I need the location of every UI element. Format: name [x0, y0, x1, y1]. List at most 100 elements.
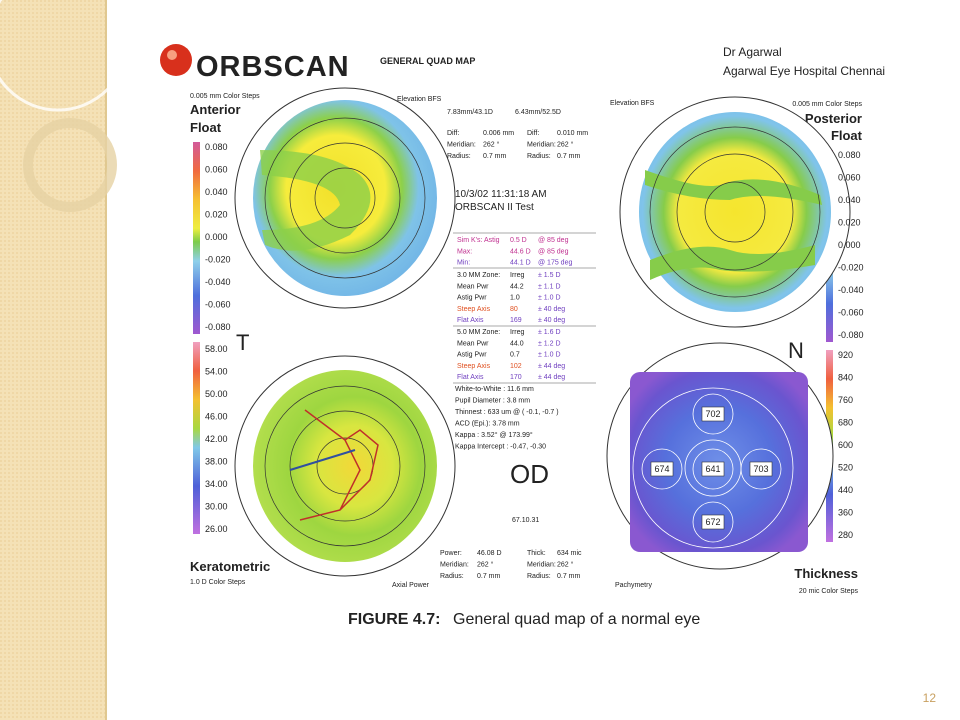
info-cell: 44.2	[510, 283, 524, 290]
color-steps: 20 mic Color Steps	[799, 588, 859, 595]
info-value: 634 mic	[557, 550, 582, 557]
panel-title: Keratometric	[190, 559, 270, 574]
point-ring	[692, 393, 734, 435]
scale-label: 840	[838, 373, 853, 383]
info-cell: Irreg	[510, 329, 525, 336]
info-cell: 44.1 D	[510, 260, 531, 267]
thickness-map	[606, 342, 834, 570]
info-cell: 1.0	[510, 295, 520, 302]
scale-label: 0.040	[205, 187, 228, 197]
info-label: Meridian:	[527, 142, 556, 149]
bfs: 6.43mm/52.5D	[515, 109, 561, 116]
map-label: Elevation BFS	[397, 96, 442, 103]
info-cell: 44.0	[510, 340, 524, 347]
info-value: 0.7 mm	[483, 153, 507, 160]
info-label: Meridian:	[447, 142, 476, 149]
scale-label: 50.00	[205, 389, 228, 399]
info-cell: Astig Pwr	[457, 295, 487, 302]
info-cell: ± 1.5 D	[538, 272, 561, 279]
info-label: Meridian:	[527, 562, 556, 569]
info-value: 0.010 mm	[557, 130, 588, 137]
panel-title: Thickness	[794, 566, 858, 581]
info-cell: Irreg	[510, 272, 525, 279]
measure: Thinnest : 633 um @ ( -0.1, -0.7 )	[455, 409, 559, 416]
color-steps: 0.005 mm Color Steps	[190, 93, 260, 100]
info-cell: @ 175 deg	[538, 260, 572, 267]
scale-label: -0.060	[205, 300, 231, 310]
info-cell: ± 1.1 D	[538, 283, 561, 290]
point-ring	[692, 448, 734, 490]
info-label: Diff:	[527, 130, 539, 137]
measure: Pupil Diameter : 3.8 mm	[455, 398, 530, 405]
point-value: 672	[705, 517, 720, 527]
scale-label: 46.00	[205, 412, 228, 422]
info-value: 0.7 mm	[557, 153, 581, 160]
point-box	[650, 461, 674, 477]
scale-label: -0.020	[838, 263, 864, 273]
measure: ACD (Epi.): 3.78 mm	[455, 421, 520, 428]
info-label: Diff:	[447, 130, 459, 137]
scale-label: 54.00	[205, 367, 228, 377]
info-cell: ± 1.0 D	[538, 352, 561, 359]
scale-label: 0.060	[838, 173, 861, 183]
point-value: 702	[705, 409, 720, 419]
scale-label: 42.00	[205, 434, 228, 444]
color-steps: 0.005 mm Color Steps	[792, 101, 862, 108]
scale-label: -0.080	[205, 322, 231, 332]
scale-label: -0.060	[838, 308, 864, 318]
posterior-map	[619, 96, 851, 328]
info-cell: 0.5 D	[510, 237, 527, 244]
map-label: Pachymetry	[615, 582, 652, 589]
scale-label: 520	[838, 463, 853, 473]
info-cell: 44.6 D	[510, 248, 531, 255]
page-number: 12	[923, 691, 937, 705]
point-box	[701, 461, 725, 477]
info-cell: ± 1.6 D	[538, 329, 561, 336]
point-ring	[740, 448, 782, 490]
measure: Kappa : 3.52° @ 173.99°	[455, 431, 533, 439]
scale-label: 0.080	[838, 150, 861, 160]
scale-label: 0.000	[205, 232, 228, 242]
info-cell: ± 1.0 D	[538, 295, 561, 302]
logo: ORBSCAN	[196, 51, 350, 83]
info-value: 0.7 mm	[477, 573, 501, 580]
point-ring	[641, 448, 683, 490]
scale-label: 58.00	[205, 344, 228, 354]
keratometric-map	[234, 355, 456, 577]
info-cell: ± 1.2 D	[538, 340, 561, 347]
scale-label: 34.00	[205, 479, 228, 489]
panel-title: Posterior	[805, 111, 862, 126]
info-value: 0.7 mm	[557, 573, 581, 580]
info-cell: 102	[510, 363, 522, 370]
info-cell: ± 44 deg	[538, 374, 565, 381]
color-bar	[193, 142, 200, 334]
map-label: Elevation BFS	[610, 100, 655, 107]
color-steps: 1.0 D Color Steps	[190, 579, 246, 586]
info-label: Radius:	[527, 573, 551, 580]
info-value: 46.08 D	[477, 550, 502, 557]
panel-title: Anterior	[190, 102, 241, 117]
scale-label: -0.040	[205, 277, 231, 287]
side-label: T	[236, 330, 249, 355]
info-cell: Mean Pwr	[457, 283, 489, 290]
info-value: 0.006 mm	[483, 130, 514, 137]
logo-mark	[167, 50, 177, 60]
info-cell: Steep Axis	[457, 363, 491, 370]
scale-label: 0.020	[838, 218, 861, 228]
info-label: Radius:	[440, 573, 464, 580]
point-value: 641	[705, 464, 720, 474]
info-cell: Min:	[457, 260, 470, 267]
scale-label: 920	[838, 350, 853, 360]
info-cell: Flat Axis	[457, 317, 484, 324]
point-ring	[692, 501, 734, 543]
point-box	[749, 461, 773, 477]
scale-label: -0.040	[838, 285, 864, 295]
panel-subtitle: Float	[831, 128, 863, 143]
scale-label: 680	[838, 418, 853, 428]
caption-text: General quad map of a normal eye	[453, 611, 700, 628]
info-label: Radius:	[447, 153, 471, 160]
decor-ring	[0, 0, 130, 112]
info-cell: 5.0 MM Zone:	[457, 329, 500, 336]
scale-label: 0.040	[838, 195, 861, 205]
